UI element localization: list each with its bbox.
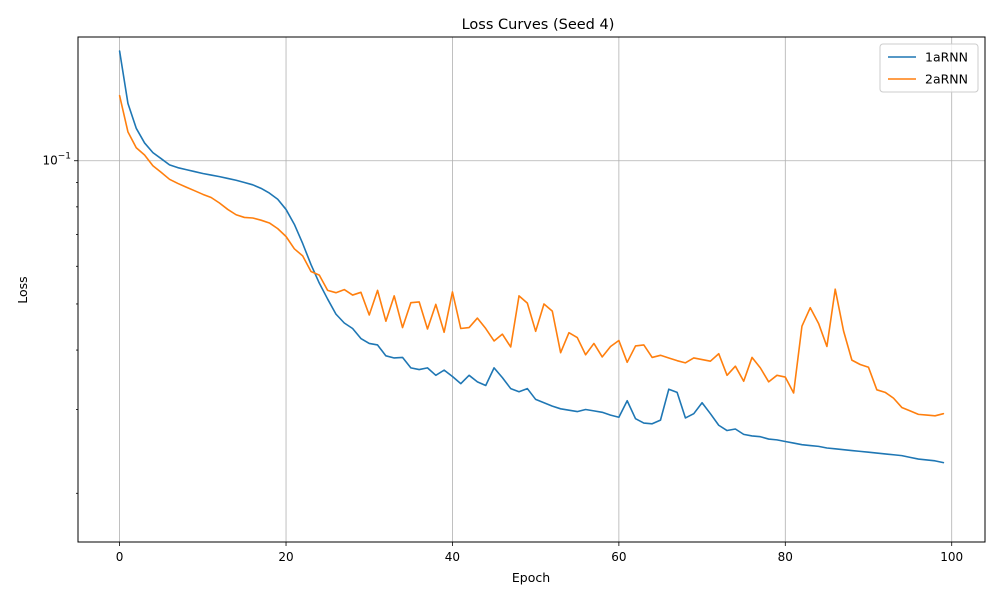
axes	[77, 36, 986, 543]
x-tick-label: 0	[116, 550, 124, 564]
chart-title: Loss Curves (Seed 4)	[462, 17, 615, 33]
y-tick-label: 10−1	[42, 152, 71, 168]
ticks: 0 20 40 60 80 100 10−1	[42, 152, 963, 564]
series-lines	[118, 50, 945, 464]
x-tick-label: 100	[940, 550, 963, 564]
series-line-1aRNN	[118, 50, 945, 464]
x-tick-label: 40	[445, 550, 460, 564]
legend-box	[879, 43, 979, 93]
x-tick-label: 20	[278, 550, 293, 564]
legend: 1aRNN 2aRNN	[879, 43, 979, 93]
grid	[78, 37, 985, 542]
legend-label: 2aRNN	[925, 72, 968, 87]
legend-label: 1aRNN	[925, 50, 968, 65]
x-tick-label: 80	[778, 550, 793, 564]
y-axis-label: Loss	[15, 276, 30, 303]
plot-frame	[77, 36, 986, 543]
x-axis-label: Epoch	[512, 570, 550, 585]
series-line-2aRNN	[118, 94, 945, 417]
x-tick-label: 60	[611, 550, 626, 564]
